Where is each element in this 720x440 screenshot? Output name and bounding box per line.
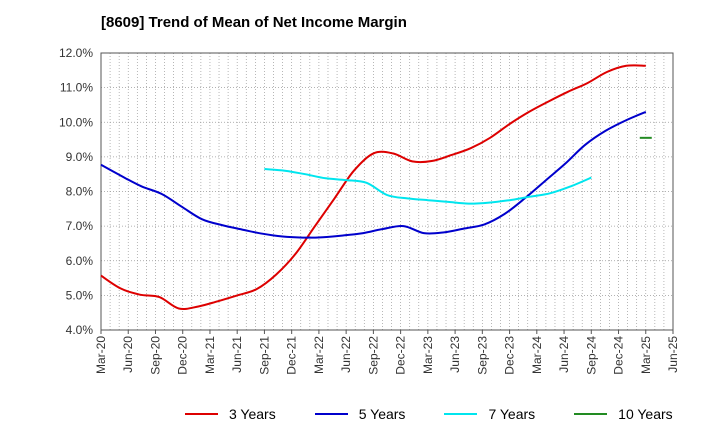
legend-item-7-years: 7 Years bbox=[444, 406, 535, 422]
x-tick-label: Dec-22 bbox=[394, 336, 408, 375]
x-tick-label: Mar-20 bbox=[94, 336, 108, 374]
y-tick-label: 5.0% bbox=[66, 288, 94, 302]
legend-label-10-years: 10 Years bbox=[618, 406, 673, 422]
series-line-3-years bbox=[100, 64, 646, 311]
chart-legend: 3 Years 5 Years 7 Years 10 Years bbox=[185, 406, 712, 422]
x-tick-label: Sep-22 bbox=[366, 336, 380, 375]
x-tick-label: Jun-20 bbox=[121, 336, 135, 373]
legend-label-5-years: 5 Years bbox=[358, 406, 406, 422]
x-tick-label: Mar-23 bbox=[421, 336, 435, 374]
x-tick-label: Dec-24 bbox=[612, 336, 626, 375]
x-tick-label: Jun-24 bbox=[557, 336, 571, 373]
legend-item-3-years: 3 Years bbox=[185, 406, 276, 422]
x-tick-label: Sep-24 bbox=[584, 336, 598, 375]
legend-item-10-years: 10 Years bbox=[574, 406, 673, 422]
y-tick-label: 6.0% bbox=[66, 254, 94, 268]
y-tick-label: 7.0% bbox=[66, 219, 94, 233]
x-tick-label: Dec-21 bbox=[285, 336, 299, 375]
y-tick-label: 11.0% bbox=[60, 81, 93, 95]
x-tick-label: Dec-23 bbox=[503, 336, 517, 375]
legend-label-7-years: 7 Years bbox=[488, 406, 536, 422]
legend-item-5-years: 5 Years bbox=[314, 406, 406, 422]
x-tick-label: Sep-20 bbox=[148, 336, 162, 375]
y-tick-label: 10.0% bbox=[59, 115, 93, 129]
legend-label-3-years: 3 Years bbox=[229, 406, 276, 422]
x-tick-label: Mar-21 bbox=[203, 336, 217, 374]
plot-border bbox=[100, 52, 674, 331]
chart-title: [8609] Trend of Mean of Net Income Margi… bbox=[101, 14, 407, 31]
x-tick-label: Jun-22 bbox=[339, 336, 353, 373]
x-tick-label: Dec-20 bbox=[176, 336, 190, 375]
x-tick-label: Jun-25 bbox=[666, 336, 680, 373]
x-tick-label: Mar-25 bbox=[639, 336, 653, 374]
x-tick-label: Jun-23 bbox=[448, 336, 462, 373]
y-tick-label: 9.0% bbox=[66, 150, 94, 164]
y-tick-label: 4.0% bbox=[66, 323, 94, 337]
x-tick-label: Sep-23 bbox=[475, 336, 489, 375]
x-tick-label: Sep-21 bbox=[257, 336, 271, 375]
legend-swatch-7-years bbox=[444, 413, 478, 415]
legend-swatch-3-years bbox=[185, 413, 218, 415]
y-tick-label: 12.0% bbox=[59, 46, 93, 60]
x-tick-label: Mar-24 bbox=[530, 336, 544, 374]
x-tick-label: Mar-22 bbox=[312, 336, 326, 374]
legend-swatch-10-years bbox=[574, 413, 608, 415]
series-line-5-years bbox=[100, 110, 647, 239]
x-tick-label: Jun-21 bbox=[230, 336, 244, 373]
y-tick-label: 8.0% bbox=[66, 185, 94, 199]
legend-swatch-5-years bbox=[314, 413, 348, 415]
series-line-7-years bbox=[264, 168, 592, 205]
